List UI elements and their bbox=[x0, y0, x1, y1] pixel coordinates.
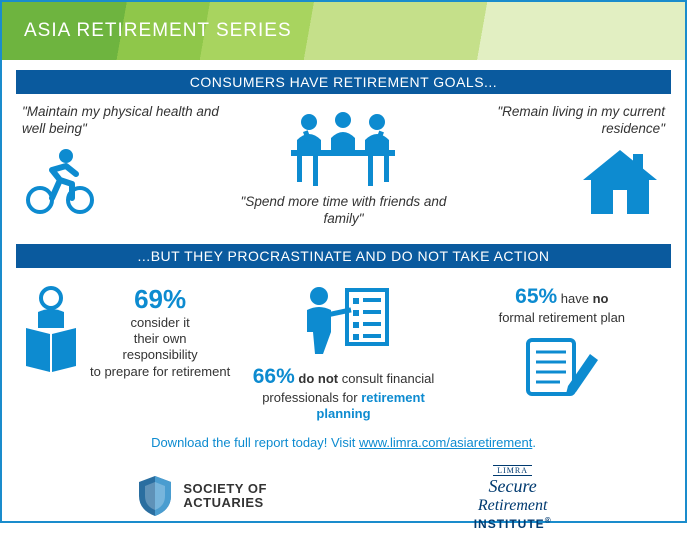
stat-responsibility: 69% consider it their own responsibility… bbox=[20, 284, 230, 423]
goal-family: "Spend more time with friends and family… bbox=[238, 104, 448, 228]
header-title: ASIA RETIREMENT SERIES bbox=[24, 20, 292, 42]
download-suffix: . bbox=[532, 435, 536, 450]
stat-noplan: 65% have no formal retirement plan bbox=[457, 284, 667, 423]
soa-shield-icon bbox=[135, 474, 175, 518]
reading-person-icon bbox=[20, 284, 82, 376]
cyclist-icon bbox=[22, 144, 100, 214]
goal-home: "Remain living in my current residence" bbox=[455, 104, 665, 228]
download-link[interactable]: www.limra.com/asiaretirement bbox=[359, 435, 532, 450]
banner-goals: CONSUMERS HAVE RETIREMENT GOALS... bbox=[16, 70, 671, 94]
stat2-text: 66% do not consult financial professiona… bbox=[238, 364, 448, 423]
soa-text: SOCIETY OFACTUARIES bbox=[183, 482, 267, 509]
document-pen-icon bbox=[520, 334, 604, 400]
stat3-text: 65% have no formal retirement plan bbox=[499, 284, 625, 327]
goals-row: "Maintain my physical health and well be… bbox=[2, 102, 685, 234]
download-line: Download the full report today! Visit ww… bbox=[2, 435, 685, 450]
banner-procrastinate: ...BUT THEY PROCRASTINATE AND DO NOT TAK… bbox=[16, 244, 671, 268]
goal-health: "Maintain my physical health and well be… bbox=[22, 104, 232, 228]
sri-logo: LIMRA Secure Retirement INSTITUTE® bbox=[474, 460, 552, 533]
header: ASIA RETIREMENT SERIES bbox=[2, 2, 685, 60]
family-table-icon bbox=[273, 110, 413, 188]
download-prefix: Download the full report today! Visit bbox=[151, 435, 359, 450]
soa-logo: SOCIETY OFACTUARIES bbox=[135, 474, 267, 518]
stat1-text: consider it their own responsibility to … bbox=[90, 315, 230, 380]
goal-family-text: "Spend more time with friends and family… bbox=[238, 194, 448, 228]
logos-row: SOCIETY OFACTUARIES LIMRA Secure Retirem… bbox=[2, 450, 685, 541]
stat-consult: 66% do not consult financial professiona… bbox=[238, 284, 448, 423]
house-icon bbox=[575, 144, 665, 218]
stat1-pct: 69% bbox=[134, 284, 186, 315]
goal-health-text: "Maintain my physical health and well be… bbox=[22, 104, 232, 138]
presenter-icon bbox=[293, 284, 393, 356]
stats-row: 69% consider it their own responsibility… bbox=[2, 276, 685, 425]
goal-home-text: "Remain living in my current residence" bbox=[455, 104, 665, 138]
